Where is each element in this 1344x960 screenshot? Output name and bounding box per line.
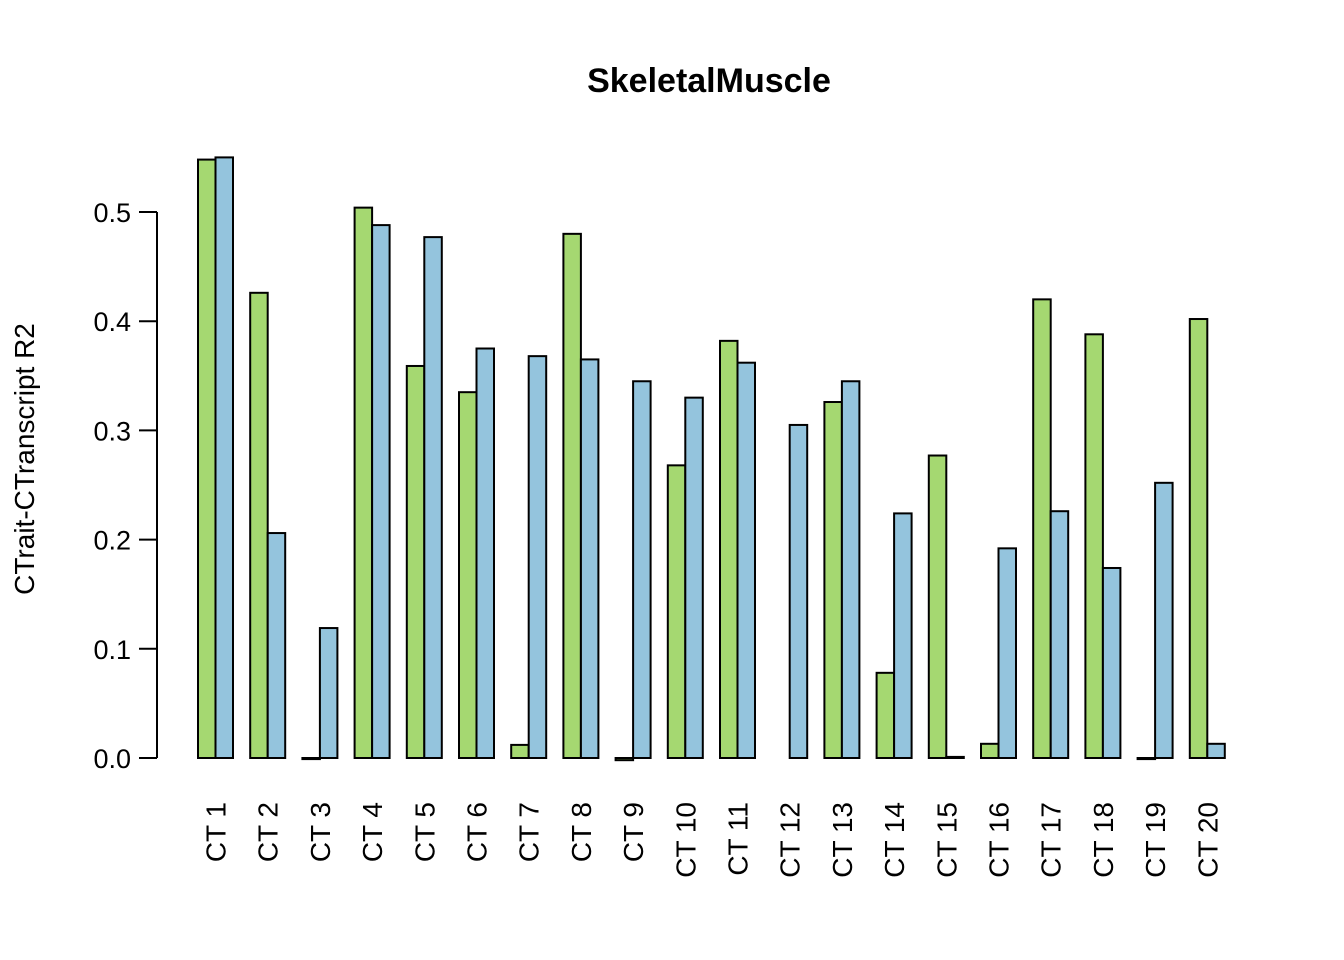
chart-title: SkeletalMuscle: [587, 62, 831, 100]
bar-series-1-ct-2: [249, 291, 269, 759]
x-tick-label: CT 13: [827, 802, 858, 878]
x-tick-label: CT 10: [670, 802, 701, 878]
bar-series-1-ct-20: [1188, 318, 1209, 759]
bar-series-2-ct-4: [371, 224, 391, 759]
x-tick-label: CT 15: [931, 802, 962, 878]
x-axis-tick-labels: CT 1 CT 2 CT 3 CT 4 CT 5 CT 6 CT 7 CT 8 CT 9 CT 1…: [201, 802, 1224, 878]
x-tick-label: CT 14: [879, 802, 910, 878]
x-tick-label: CT 11: [723, 802, 754, 876]
y-axis-label: CTrait-CTranscript R2: [9, 323, 40, 595]
bar-series-1-ct-15: [927, 454, 948, 759]
y-tick-label: 0.1: [93, 635, 131, 665]
bar-series-2-ct-6: [475, 347, 495, 759]
bar-series-2-ct-13: [840, 380, 861, 759]
bar-series-1-ct-4: [353, 206, 374, 759]
bar-series-2-ct-3: [318, 627, 339, 759]
x-tick-label: CT 19: [1140, 802, 1171, 878]
bar-series-1-ct-16: [980, 742, 1000, 760]
x-tick-label: CT 1: [201, 802, 232, 862]
bar-series-1-ct-17: [1032, 298, 1052, 759]
bar-series-1-ct-9: [614, 757, 635, 762]
x-tick-label: CT 16: [984, 802, 1015, 878]
bar-series-1-ct-5: [405, 364, 426, 759]
bar-series-2-ct-9: [632, 380, 652, 759]
bar-series-2-ct-11: [736, 361, 756, 759]
bar-series-2-ct-1: [214, 156, 234, 759]
bar-series-1-ct-3: [301, 757, 321, 761]
bar-series-1-ct-14: [875, 671, 896, 759]
bar-series-2-ct-5: [423, 236, 443, 759]
x-tick-label: CT 8: [566, 802, 597, 862]
y-axis-ticks: 0.0 0.1 0.2 0.3 0.4 0.5: [93, 198, 157, 774]
y-tick-label: 0.4: [93, 307, 131, 337]
bars-group: [197, 156, 1226, 762]
bar-series-1-ct-8: [562, 232, 582, 759]
bar-series-2-ct-19: [1154, 481, 1174, 759]
bar-series-2-ct-12: [788, 423, 809, 759]
bar-series-1-ct-11: [719, 339, 739, 759]
bar-series-2-ct-8: [579, 358, 600, 759]
bar-series-2-ct-10: [684, 396, 704, 759]
bar-series-1-ct-1: [197, 158, 217, 760]
x-tick-label: CT 12: [775, 802, 806, 878]
bar-series-2-ct-16: [997, 547, 1017, 759]
bar-series-2-ct-2: [266, 532, 287, 759]
x-tick-label: CT 5: [409, 802, 440, 862]
bar-series-1-ct-7: [510, 743, 530, 759]
y-tick-label: 0.5: [93, 198, 131, 228]
x-tick-label: CT 7: [514, 802, 545, 862]
bar-series-1-ct-10: [666, 464, 687, 759]
x-tick-label: CT 9: [618, 802, 649, 862]
y-tick-label: 0.0: [93, 744, 131, 774]
bar-series-2-ct-15: [945, 755, 965, 760]
y-tick-label: 0.3: [93, 416, 131, 446]
bar-series-2-ct-18: [1101, 566, 1122, 759]
x-tick-label: CT 6: [462, 802, 493, 862]
bar-series-2-ct-7: [527, 355, 548, 759]
bar-series-2-ct-17: [1049, 510, 1070, 760]
bar-series-1-ct-6: [458, 391, 478, 759]
y-tick-label: 0.2: [93, 526, 131, 556]
bar-series-2-ct-14: [893, 512, 913, 760]
x-tick-label: CT 2: [253, 802, 284, 862]
x-tick-label: CT 18: [1088, 802, 1119, 878]
bar-series-1-ct-19: [1136, 757, 1157, 761]
bar-series-1-ct-18: [1084, 333, 1104, 759]
bar-series-1-ct-13: [823, 401, 843, 759]
x-tick-label: CT 20: [1192, 802, 1223, 878]
bar-series-2-ct-20: [1206, 742, 1226, 760]
x-tick-label: CT 3: [305, 802, 336, 862]
x-tick-label: CT 17: [1036, 802, 1067, 878]
x-tick-label: CT 4: [357, 802, 388, 862]
